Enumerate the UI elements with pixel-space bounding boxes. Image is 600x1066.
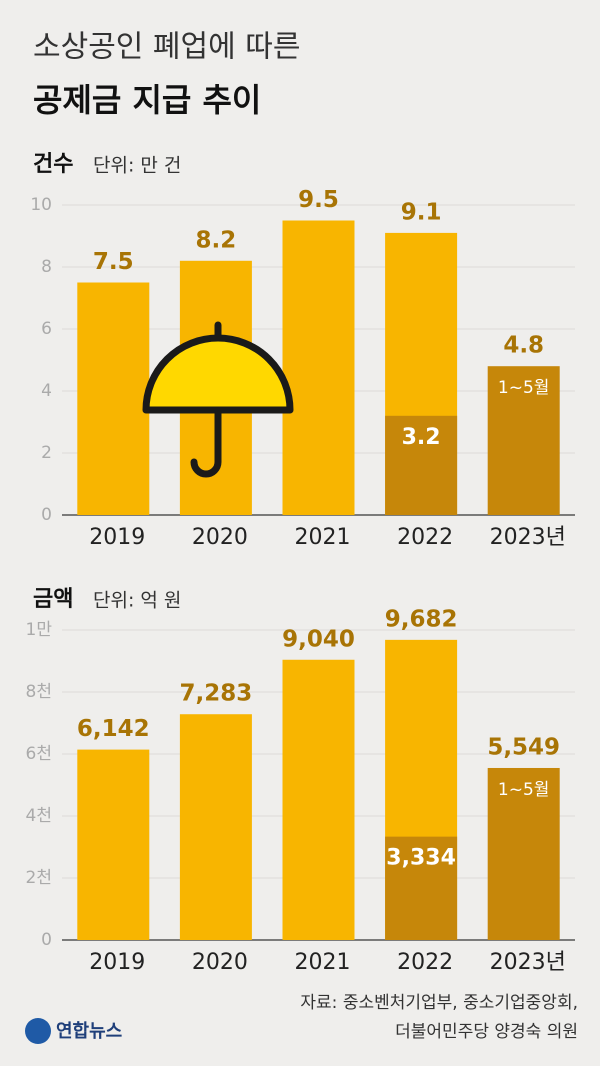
y-tick-label: 4 <box>41 381 52 401</box>
x-tick-label: 2021 <box>295 525 351 550</box>
x-tick-label: 2022 <box>397 525 453 550</box>
value-label: 5,549 <box>487 734 560 760</box>
y-tick-label: 6천 <box>26 744 52 764</box>
value-label: 4.8 <box>503 333 544 359</box>
y-tick-label: 1만 <box>26 620 53 640</box>
sub-value-label: 3.2 <box>402 425 441 450</box>
value-label: 8.2 <box>196 227 237 253</box>
charts: 건수 단위: 만 건 0 2 4 6 8 10 7.5 2019 8.2 2020 9.5 2021 9.1… <box>26 152 575 975</box>
y-tick-label: 4천 <box>26 806 52 826</box>
value-label: 9.1 <box>401 199 442 225</box>
y-tick-label: 8천 <box>26 682 52 702</box>
x-tick-label: 2023년 <box>490 525 566 550</box>
value-label: 7.5 <box>93 249 134 275</box>
x-tick-label: 2020 <box>192 950 248 975</box>
x-tick-label: 2019 <box>89 525 145 550</box>
source-line: 자료: 중소벤처기업부, 중소기업중앙회, <box>300 993 578 1013</box>
source-line: 더불어민주당 양경숙 의원 <box>395 1022 578 1042</box>
x-tick-label: 2021 <box>295 950 351 975</box>
bar <box>77 749 150 940</box>
x-tick-label: 2022 <box>397 950 453 975</box>
value-label: 7,283 <box>180 681 253 707</box>
chart-unit: 단위: 억 원 <box>93 590 181 612</box>
annotation: 1~5월 <box>498 378 550 398</box>
sub-bar <box>385 415 458 515</box>
y-tick-label: 0 <box>41 505 52 525</box>
sub-bar <box>385 836 458 940</box>
sub-value-label: 3,334 <box>386 846 456 871</box>
y-tick-label: 0 <box>41 930 52 950</box>
x-tick-label: 2020 <box>192 525 248 550</box>
value-label: 6,142 <box>77 716 150 742</box>
chart-header: 금액 <box>33 587 73 612</box>
bar <box>487 366 560 515</box>
logo-icon <box>25 1018 51 1044</box>
value-label: 9.5 <box>298 187 339 213</box>
x-tick-label: 2019 <box>89 950 145 975</box>
title-line2: 공제금 지급 추이 <box>33 81 261 119</box>
x-tick-label: 2023년 <box>490 950 566 975</box>
value-label: 9,682 <box>385 606 458 632</box>
bar <box>487 767 560 940</box>
chart-unit: 단위: 만 건 <box>93 155 181 177</box>
umbrella-icon <box>142 321 294 478</box>
bar <box>282 220 355 515</box>
y-tick-label: 8 <box>41 257 52 277</box>
title-line1: 소상공인 폐업에 따른 <box>33 30 300 65</box>
y-tick-label: 10 <box>30 195 52 215</box>
bar <box>179 714 252 940</box>
chart-header: 건수 <box>33 152 73 177</box>
y-tick-label: 2 <box>41 443 52 463</box>
bar <box>77 282 150 515</box>
value-label: 9,040 <box>282 626 355 652</box>
y-tick-label: 2천 <box>26 868 52 888</box>
bar <box>282 659 355 940</box>
logo-text: 연합뉴스 <box>56 1020 122 1042</box>
annotation: 1~5월 <box>498 780 550 800</box>
y-tick-label: 6 <box>41 319 52 339</box>
